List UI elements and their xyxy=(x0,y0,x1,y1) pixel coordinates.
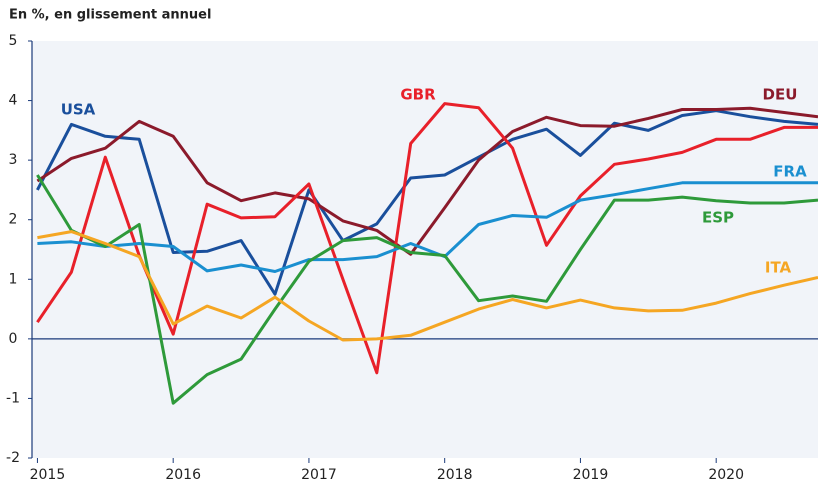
y-tick-label: 0 xyxy=(9,331,18,347)
y-tick-label: 5 xyxy=(9,33,18,49)
chart-title: En %, en glissement annuel xyxy=(9,8,211,23)
x-tick-label: 2020 xyxy=(708,467,744,483)
series-label: ITA xyxy=(765,259,792,277)
series-line xyxy=(36,102,818,375)
series-line xyxy=(37,230,818,342)
x-tick-label: 2016 xyxy=(165,467,201,483)
y-tick-label: 1 xyxy=(9,271,18,287)
series-label: ESP xyxy=(702,209,734,227)
series-label: DEU xyxy=(763,86,798,104)
x-tick-label: 2018 xyxy=(437,467,473,483)
y-tick-label: -2 xyxy=(6,450,20,466)
series-line xyxy=(36,174,818,405)
x-tick-label: 2019 xyxy=(573,467,609,483)
series-label: USA xyxy=(61,101,96,119)
x-tick-label: 2015 xyxy=(30,467,66,483)
x-tick-label: 2017 xyxy=(301,467,337,483)
series-line xyxy=(36,109,818,296)
series-line xyxy=(36,106,818,256)
y-tick-label: -1 xyxy=(6,390,20,406)
y-tick-label: 4 xyxy=(9,93,18,109)
y-tick-label: 2 xyxy=(9,212,18,228)
series-label: FRA xyxy=(773,163,807,181)
series-label: GBR xyxy=(400,86,436,104)
y-tick-label: 3 xyxy=(9,152,18,168)
series-line xyxy=(37,181,818,273)
